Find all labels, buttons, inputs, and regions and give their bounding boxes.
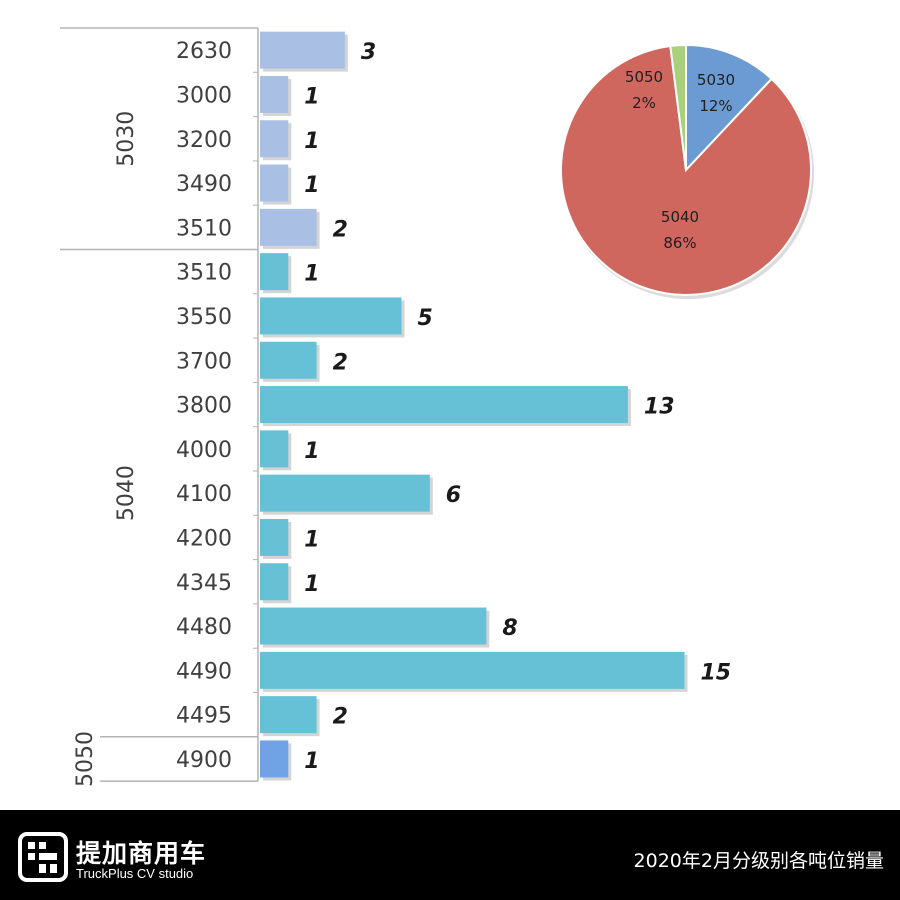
category-tick-label: 3800: [176, 394, 232, 419]
bar: [260, 341, 317, 379]
category-tick-label: 4100: [176, 482, 232, 507]
bar-data-label: 1: [304, 84, 319, 109]
bar-data-label: 1: [304, 262, 319, 287]
category-tick-label: 4490: [176, 659, 232, 684]
pie-slice: [685, 43, 773, 173]
bar-data-label: 1: [304, 129, 319, 154]
bar-data-label: 2: [333, 350, 348, 375]
bar: [260, 651, 685, 689]
category-tick-label: 4900: [176, 748, 232, 773]
bar-data-label: 6: [446, 483, 461, 508]
bar: [260, 430, 289, 468]
category-tick-label: 3700: [176, 349, 232, 374]
pie-slice-percent-label: 2%: [632, 94, 656, 112]
bar: [260, 297, 402, 335]
bar-chart: 2630 3 3000 1 3200 1 3490 1 3510 2 3510 1 3550 5 3700 2…: [60, 27, 732, 787]
pie-slice-label: 5040: [661, 208, 699, 226]
category-tick-label: 3510: [176, 216, 232, 241]
category-tick-label: 2630: [176, 39, 232, 64]
bar: [260, 607, 487, 645]
pie-slice-percent-label: 86%: [663, 234, 696, 252]
bar: [260, 740, 289, 778]
brand-name-english: TruckPlus CV studio: [76, 866, 194, 881]
bar-data-label: 1: [304, 439, 319, 464]
bar: [260, 253, 289, 291]
bar-data-label: 2: [333, 217, 348, 242]
bar: [260, 563, 289, 601]
bar-data-label: 1: [304, 749, 319, 774]
category-tick-label: 3510: [176, 261, 232, 286]
chart-caption: 2020年2月分级别各吨位销量: [633, 850, 884, 872]
bar-data-label: 1: [304, 527, 319, 552]
pie-slice: [560, 44, 812, 296]
category-tick-label: 4200: [176, 526, 232, 551]
bar-data-label: 5: [418, 306, 433, 331]
bar-data-label: 8: [502, 616, 517, 641]
footer-banner: [0, 810, 900, 900]
bar-data-label: 3: [361, 40, 376, 65]
bar: [260, 386, 628, 424]
group-label: 5030: [114, 111, 139, 167]
category-tick-label: 4345: [176, 571, 232, 596]
pie-slice-label: 5050: [625, 68, 663, 86]
bar-data-label: 1: [304, 572, 319, 597]
bar-data-label: 15: [701, 660, 732, 685]
truckplus-logo-icon: [18, 832, 68, 882]
pie-slice-label: 5030: [697, 71, 735, 89]
category-tick-label: 4000: [176, 438, 232, 463]
category-tick-label: 3490: [176, 172, 232, 197]
bar: [260, 75, 289, 113]
bar: [260, 208, 317, 246]
brand-name-chinese: 提加商用车: [76, 839, 207, 868]
bar: [260, 696, 317, 734]
pie-slice-percent-label: 12%: [699, 97, 732, 115]
bar: [260, 518, 289, 556]
bar: [260, 164, 289, 202]
category-tick-label: 4495: [176, 704, 232, 729]
group-label: 5040: [114, 465, 139, 521]
category-tick-label: 3000: [176, 83, 232, 108]
bar: [260, 120, 289, 158]
bar: [260, 474, 430, 512]
group-label: 5050: [73, 731, 98, 787]
pie-slice: [669, 43, 687, 171]
bar-data-label: 1: [304, 173, 319, 198]
pie-chart: 5030 12% 5040 86% 5050 2%: [560, 43, 814, 299]
category-tick-label: 3200: [176, 128, 232, 153]
bar-data-label: 13: [644, 395, 675, 420]
category-tick-label: 3550: [176, 305, 232, 330]
category-tick-label: 4480: [176, 615, 232, 640]
bar-data-label: 2: [333, 705, 348, 730]
bar: [260, 31, 345, 69]
